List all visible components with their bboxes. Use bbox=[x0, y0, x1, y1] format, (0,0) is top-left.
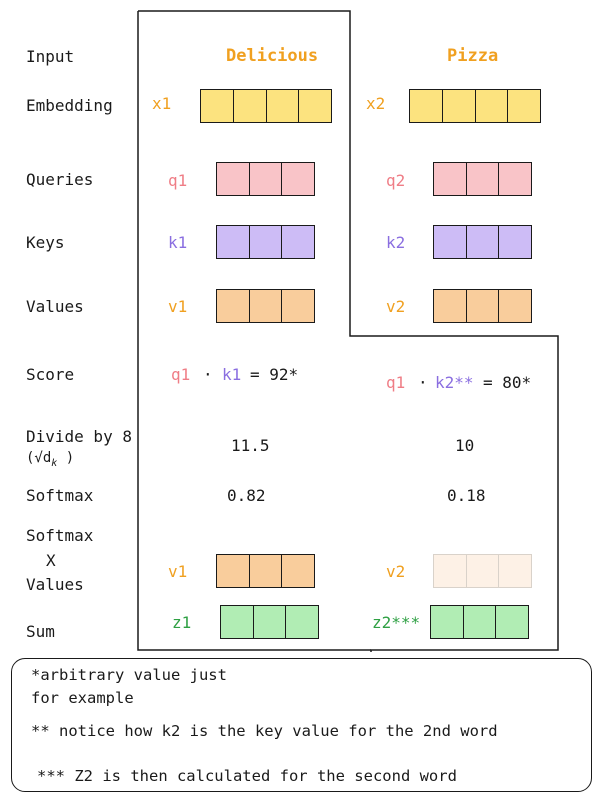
word1-weighted-vector bbox=[216, 554, 315, 588]
word2-query-label: q2 bbox=[386, 171, 406, 190]
note-arbitrary-line1: *arbitrary value just bbox=[31, 666, 227, 684]
note-arbitrary-line2: for example bbox=[31, 689, 134, 707]
word2-title: Pizza bbox=[447, 46, 499, 66]
row-label-softmax-x: Softmax bbox=[26, 526, 94, 545]
word1-sum-vector bbox=[220, 605, 319, 639]
word2-score-key: k2** bbox=[435, 373, 474, 392]
word2-embedding-label: x2 bbox=[366, 94, 386, 113]
word2-softmax-score: 0.18 bbox=[447, 486, 486, 505]
word1-score-key: k1 bbox=[222, 365, 242, 384]
row-label-keys: Keys bbox=[26, 233, 65, 252]
word2-score-dot: · bbox=[418, 373, 428, 392]
word2-weighted-label: v2 bbox=[386, 562, 406, 581]
row-label-softmax: Softmax bbox=[26, 486, 94, 505]
row-label-queries: Queries bbox=[26, 170, 94, 189]
note-key-explanation: ** notice how k2 is the key value for th… bbox=[31, 722, 498, 740]
word2-key-vector bbox=[433, 225, 532, 259]
word2-score-query: q1 bbox=[386, 373, 406, 392]
word2-score-value: = 80* bbox=[483, 373, 532, 392]
note-z2-explanation: *** Z2 is then calculated for the second… bbox=[37, 767, 457, 785]
word1-query-vector bbox=[216, 162, 315, 196]
word1-value-label: v1 bbox=[168, 297, 188, 316]
word2-sum-vector bbox=[430, 605, 529, 639]
word2-divided-score: 10 bbox=[455, 436, 475, 455]
word1-key-label: k1 bbox=[168, 233, 188, 252]
row-label-x: X bbox=[46, 551, 56, 570]
word2-query-vector bbox=[433, 162, 532, 196]
row-label-divide-sub: (√dk ) bbox=[26, 450, 75, 469]
word1-weighted-label: v1 bbox=[168, 562, 188, 581]
word1-key-vector bbox=[216, 225, 315, 259]
word2-embedding-vector bbox=[409, 89, 541, 123]
word1-title: Delicious bbox=[226, 46, 319, 66]
word1-softmax-score: 0.82 bbox=[227, 486, 266, 505]
row-label-divide: Divide by 8 bbox=[26, 427, 132, 446]
word2-value-label: v2 bbox=[386, 297, 406, 316]
row-label-x-values: Values bbox=[26, 575, 84, 594]
word2-sum-label: z2*** bbox=[372, 613, 421, 632]
word1-embedding-vector bbox=[200, 89, 332, 123]
word2-value-vector bbox=[433, 289, 532, 323]
word1-query-label: q1 bbox=[168, 171, 188, 190]
row-label-input: Input bbox=[26, 47, 75, 66]
row-label-values: Values bbox=[26, 297, 84, 316]
word1-embedding-label: x1 bbox=[152, 94, 172, 113]
notes-box bbox=[11, 658, 592, 792]
word2-weighted-vector bbox=[433, 554, 532, 588]
word1-divided-score: 11.5 bbox=[231, 436, 270, 455]
word1-score-query: q1 bbox=[171, 365, 191, 384]
row-label-embedding: Embedding bbox=[26, 96, 113, 115]
word1-score-dot: · bbox=[203, 365, 213, 384]
row-label-sum: Sum bbox=[26, 622, 55, 641]
word2-key-label: k2 bbox=[386, 233, 406, 252]
word1-column-outline bbox=[137, 11, 371, 651]
word1-sum-label: z1 bbox=[172, 613, 192, 632]
row-label-score: Score bbox=[26, 365, 75, 384]
word1-score-value: = 92* bbox=[250, 365, 299, 384]
word1-value-vector bbox=[216, 289, 315, 323]
